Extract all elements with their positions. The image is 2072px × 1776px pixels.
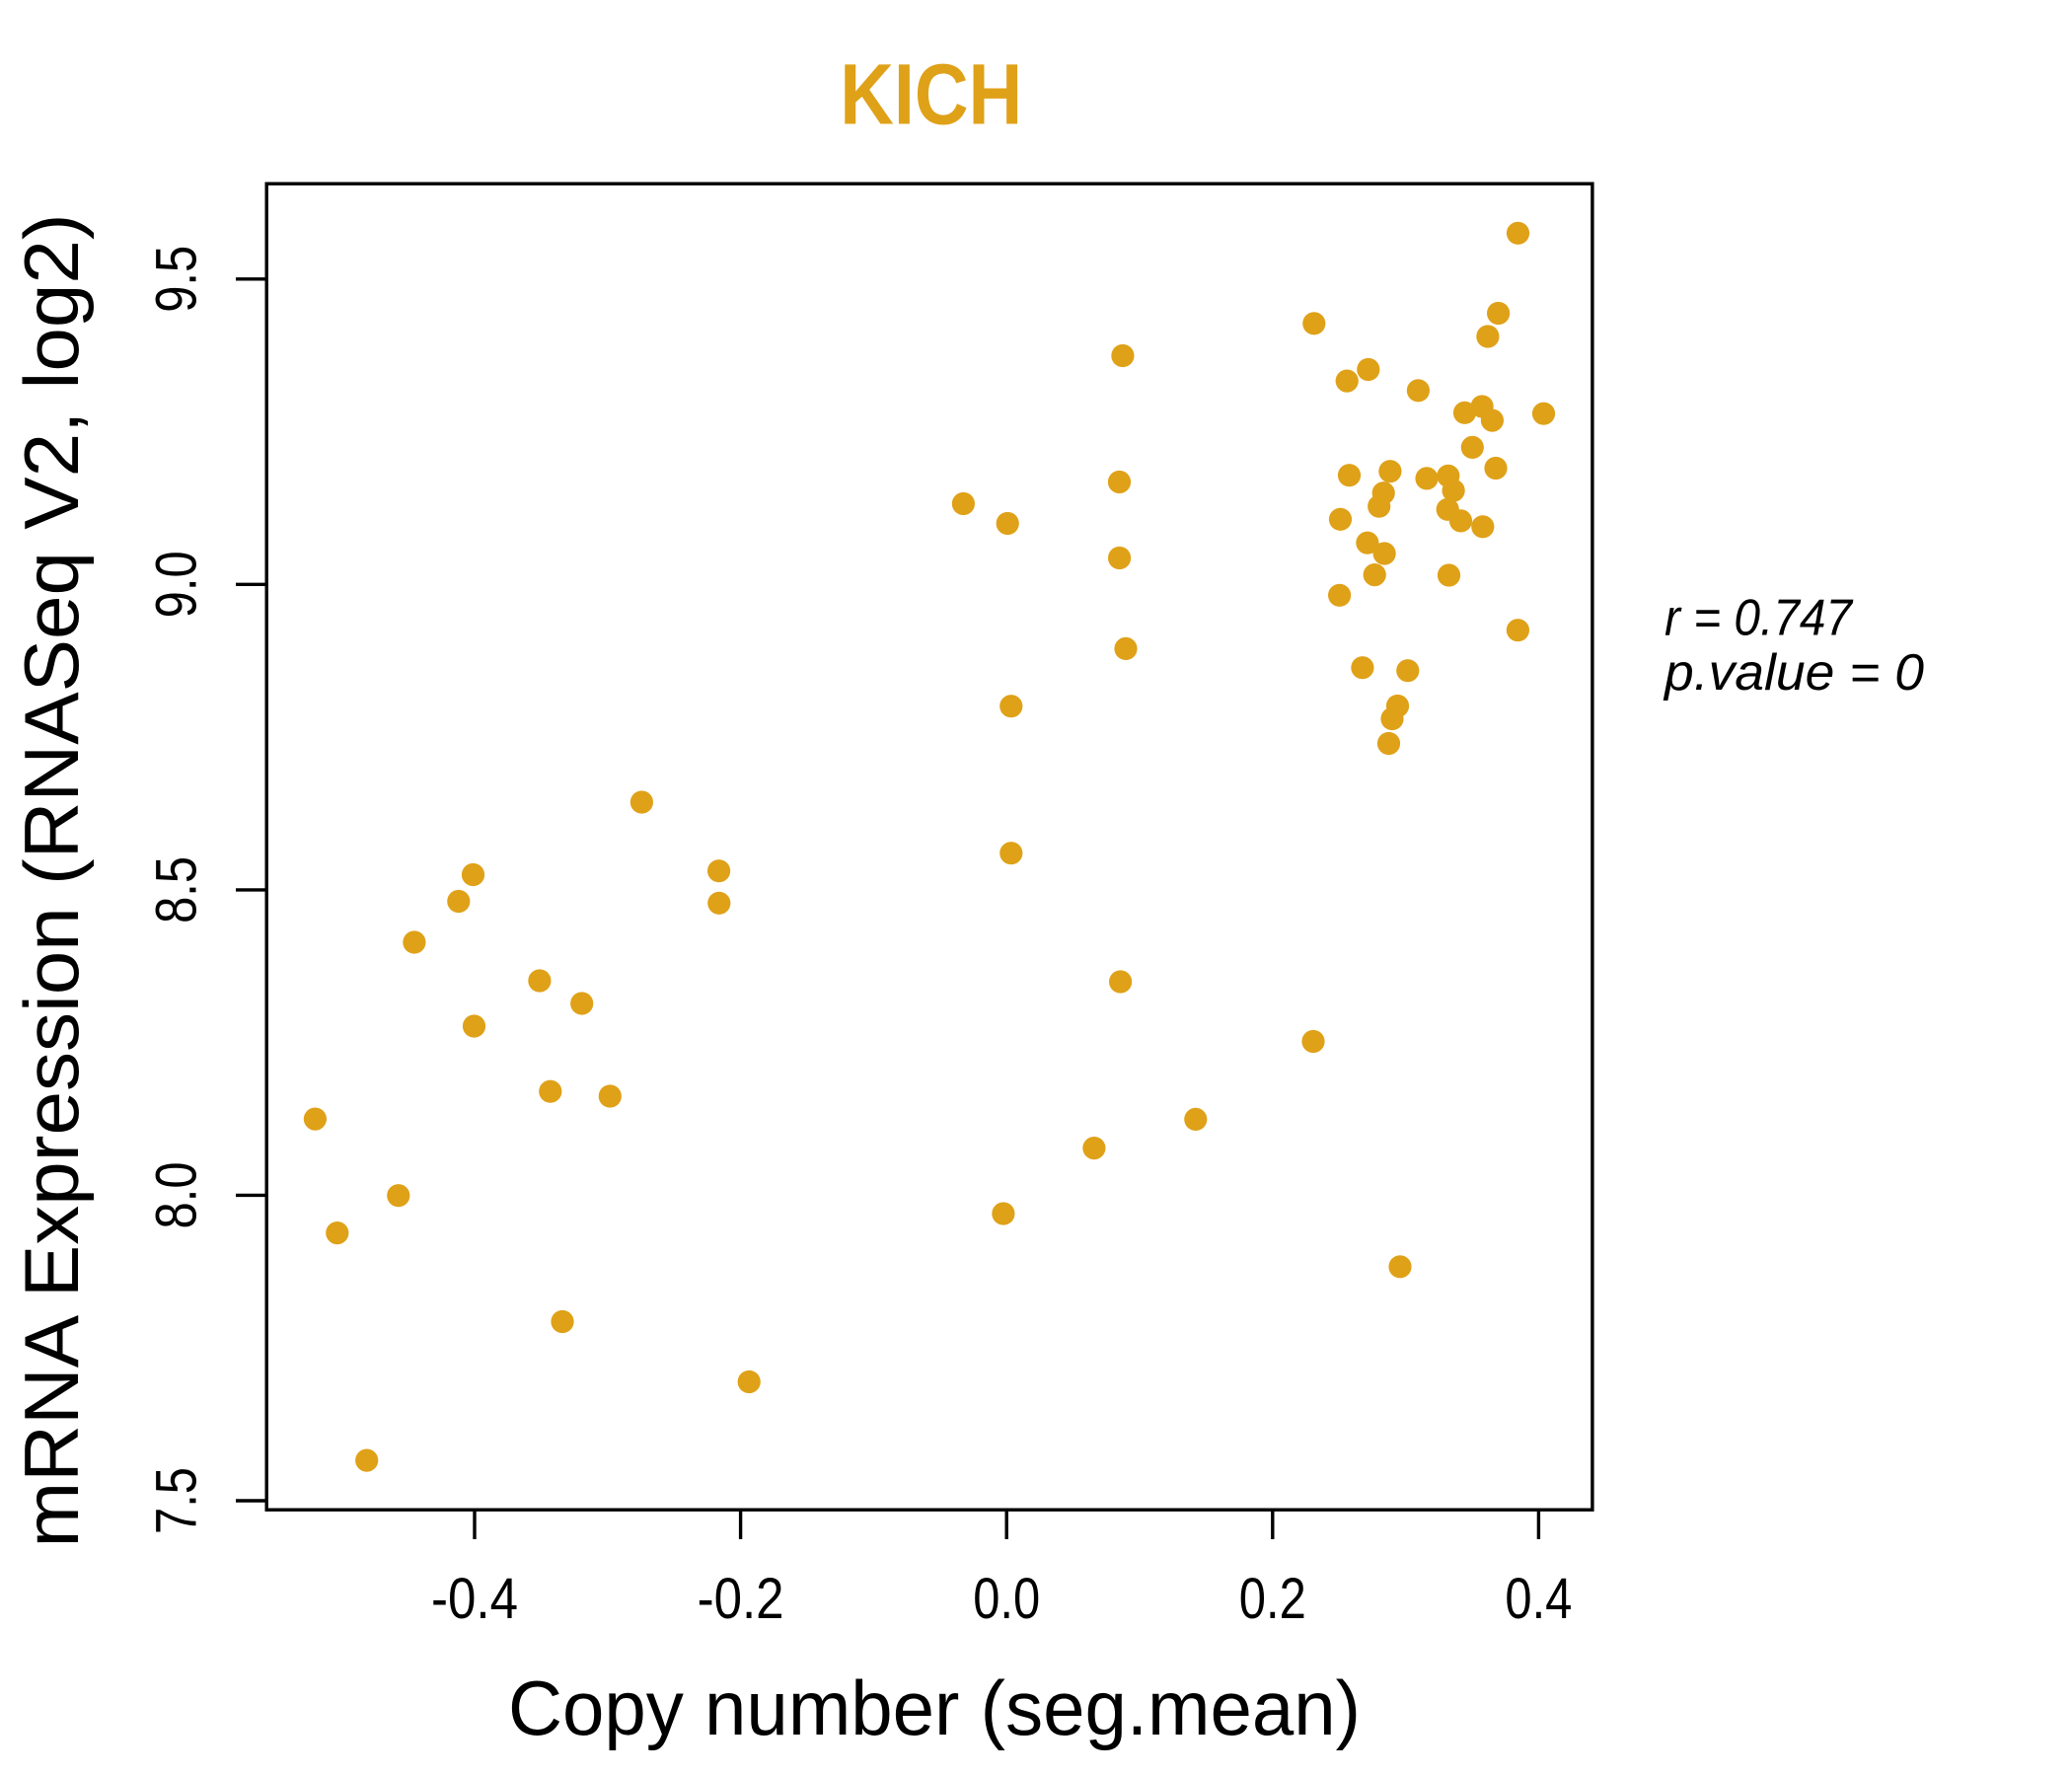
svg-text:Copy number (seg.mean): Copy number (seg.mean) [508,1665,1361,1751]
svg-text:r = 0.747: r = 0.747 [1665,590,1854,647]
svg-text:8.5: 8.5 [145,856,209,924]
svg-text:0.2: 0.2 [1239,1567,1306,1631]
svg-text:9.0: 9.0 [145,551,209,618]
svg-text:mRNA Expression (RNASeq V2, lo: mRNA Expression (RNASeq V2, log2) [8,214,95,1548]
svg-text:-0.4: -0.4 [431,1567,518,1631]
svg-text:KICH: KICH [840,47,1022,143]
svg-text:9.5: 9.5 [145,246,209,313]
svg-text:p.value = 0: p.value = 0 [1663,644,1924,702]
svg-text:0.4: 0.4 [1505,1567,1572,1631]
svg-text:8.0: 8.0 [145,1161,209,1228]
svg-text:0.0: 0.0 [973,1567,1040,1631]
svg-text:7.5: 7.5 [145,1467,209,1534]
svg-text:-0.2: -0.2 [698,1567,784,1631]
